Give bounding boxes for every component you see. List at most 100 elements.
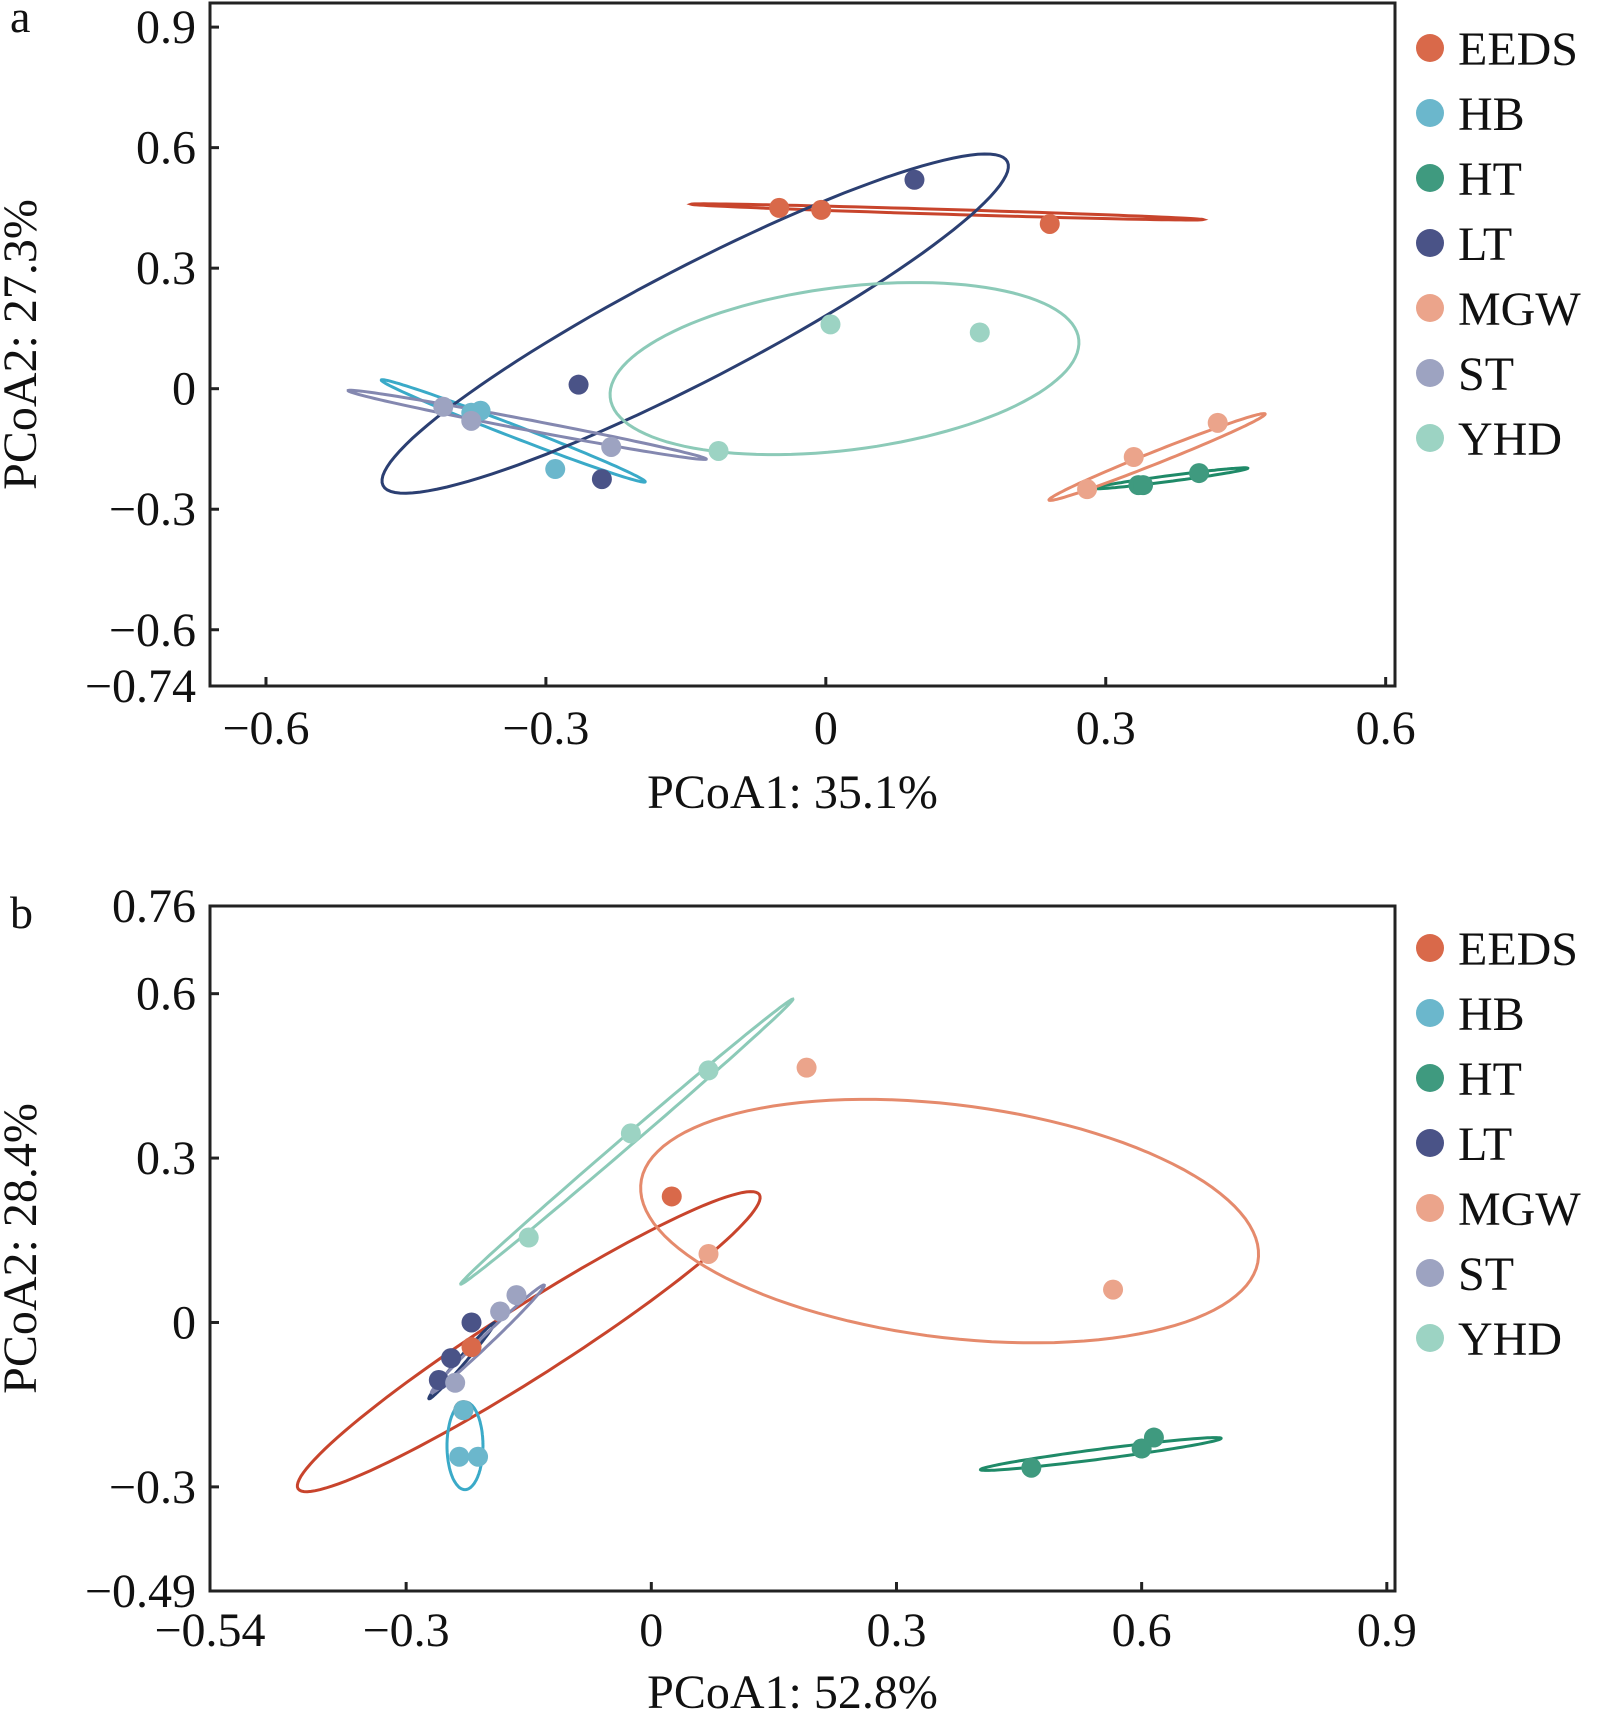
data-point-hb: [468, 1446, 489, 1467]
legend-label-yhd: YHD: [1458, 1313, 1562, 1366]
data-point-hb: [453, 1400, 474, 1421]
legend-marker-lt: [1416, 229, 1444, 257]
y-tick-label: −0.49: [85, 1565, 196, 1618]
data-point-eeds: [769, 197, 790, 218]
data-point-eeds: [1039, 213, 1060, 234]
panel-letter-a: a: [10, 0, 30, 42]
data-point-yhd: [518, 1227, 539, 1248]
confidence-ellipse-mgw: [639, 1097, 1261, 1345]
data-point-yhd: [708, 440, 729, 461]
legend-label-hb: HB: [1458, 988, 1525, 1041]
panel-a-plot: −0.6 −0.3 0 0.3 0.6−0.74−0.6−0.300.30.60.9PC…: [0, 1, 1581, 819]
plot-area: [295, 997, 1261, 1494]
data-point-mgw: [1207, 412, 1228, 433]
confidence-ellipse-eeds: [295, 1190, 762, 1494]
legend-marker-mgw: [1416, 1194, 1444, 1222]
legend-marker-st: [1416, 359, 1444, 387]
legend-marker-ht: [1416, 1064, 1444, 1092]
data-point-ht: [1021, 1457, 1042, 1478]
y-tick-label: 0: [172, 1296, 196, 1349]
legend-label-ht: HT: [1458, 1053, 1522, 1106]
confidence-ellipse-mgw: [1047, 412, 1267, 502]
data-point-mgw: [698, 1243, 719, 1264]
y-tick-label: −0.74: [85, 660, 196, 713]
plot-frame: [208, 904, 1397, 1593]
y-tick-label: 0.6: [136, 968, 196, 1021]
y-tick-label: 0.6: [136, 122, 196, 175]
data-point-yhd: [620, 1123, 641, 1144]
confidence-ellipse-st: [429, 1283, 546, 1395]
y-tick-label: 0.9: [136, 1, 196, 54]
data-point-hb: [545, 459, 566, 480]
data-point-st: [490, 1301, 511, 1322]
legend-marker-ht: [1416, 164, 1444, 192]
data-point-st: [601, 436, 622, 457]
data-point-lt: [428, 1370, 449, 1391]
data-point-lt: [591, 469, 612, 490]
legend-marker-st: [1416, 1259, 1444, 1287]
data-point-ht: [1143, 1427, 1164, 1448]
confidence-ellipse-ht: [978, 1436, 1223, 1472]
confidence-ellipse-eeds: [686, 202, 1209, 222]
legend-label-ht: HT: [1458, 153, 1522, 206]
y-tick-label: 0.3: [136, 1132, 196, 1185]
y-tick-label: 0: [172, 363, 196, 416]
confidence-ellipse-hb: [379, 378, 647, 484]
data-point-lt: [568, 374, 589, 395]
legend-label-mgw: MGW: [1458, 283, 1581, 336]
data-point-mgw: [1123, 446, 1144, 467]
data-point-yhd: [698, 1060, 719, 1081]
y-tick-label: −0.3: [109, 1461, 196, 1514]
x-tick-label: −0.6: [222, 702, 309, 755]
data-point-st: [461, 410, 482, 431]
data-point-eeds: [661, 1186, 682, 1207]
confidence-ellipse-hb: [445, 1400, 485, 1492]
legend-marker-hb: [1416, 999, 1444, 1027]
legend-label-lt: LT: [1458, 218, 1512, 271]
x-tick-label: 0: [814, 702, 838, 755]
data-point-st: [433, 396, 454, 417]
plot-frame: [208, 1, 1397, 688]
y-axis-title: PCoA2: 27.3%: [0, 199, 47, 490]
data-point-yhd: [969, 322, 990, 343]
legend-label-st: ST: [1458, 1248, 1514, 1301]
y-tick-label: 0.76: [112, 880, 196, 933]
x-tick-label: −0.3: [502, 702, 589, 755]
data-point-eeds: [461, 1337, 482, 1358]
data-point-mgw: [1103, 1279, 1124, 1300]
x-tick-label: 0.3: [1076, 702, 1136, 755]
legend-label-eeds: EEDS: [1458, 923, 1578, 976]
y-axis-title: PCoA2: 28.4%: [0, 1103, 47, 1394]
x-tick-label: 0.6: [1356, 702, 1416, 755]
data-point-lt: [441, 1348, 462, 1369]
legend-marker-lt: [1416, 1129, 1444, 1157]
x-tick-label: 0.9: [1357, 1604, 1417, 1657]
legend-marker-yhd: [1416, 424, 1444, 452]
panel-letter-b: b: [10, 887, 33, 938]
confidence-ellipse-yhd: [608, 281, 1081, 457]
data-point-lt: [904, 169, 925, 190]
data-point-ht: [1133, 475, 1154, 496]
legend-label-yhd: YHD: [1458, 413, 1562, 466]
data-point-st: [445, 1372, 466, 1393]
data-point-yhd: [820, 314, 841, 335]
legend-marker-eeds: [1416, 34, 1444, 62]
y-tick-label: −0.3: [109, 483, 196, 536]
panel-b-plot: −0.54 −0.3 0 0.3 0.6 0.9 −0.49 −0.3 0 0.3 0.6 0.76 P…: [0, 880, 1581, 1713]
legend-label-hb: HB: [1458, 88, 1525, 141]
legend-marker-eeds: [1416, 934, 1444, 962]
x-axis-title: PCoA1: 35.1%: [647, 766, 938, 819]
x-tick-label: 0.6: [1112, 1604, 1172, 1657]
y-tick-label: −0.6: [109, 604, 196, 657]
x-tick-label: −0.3: [363, 1604, 450, 1657]
legend-marker-yhd: [1416, 1324, 1444, 1352]
x-tick-label: −0.54: [154, 1604, 265, 1657]
legend-marker-hb: [1416, 99, 1444, 127]
y-tick-label: 0.3: [136, 242, 196, 295]
x-tick-label: 0: [639, 1604, 663, 1657]
legend-marker-mgw: [1416, 294, 1444, 322]
legend-label-st: ST: [1458, 348, 1514, 401]
data-point-mgw: [796, 1057, 817, 1078]
data-point-hb: [449, 1446, 470, 1467]
